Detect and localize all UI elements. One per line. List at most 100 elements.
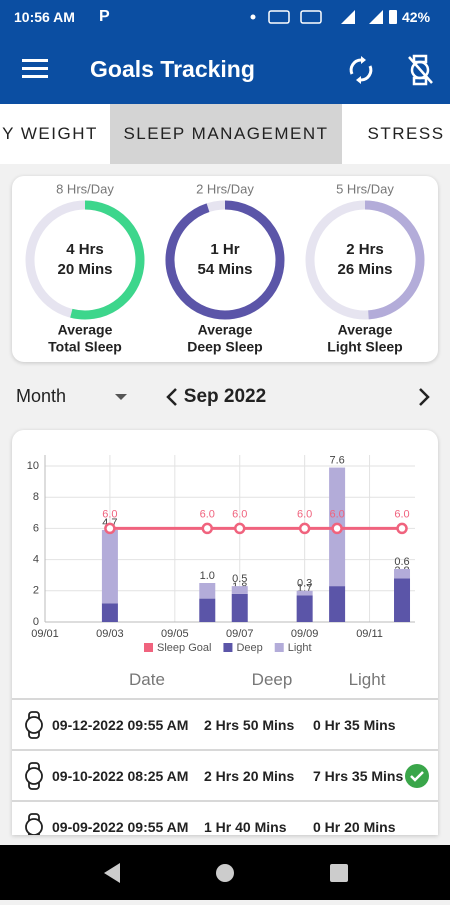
table-cell: 09-09-2022 09:55 AM [52, 819, 189, 835]
watch-face [25, 716, 43, 734]
table-cell: 1 Hr 40 Mins [204, 819, 287, 835]
table-row: 09-09-2022 09:55 AM 1 Hr 40 Mins 0 Hr 20 M… [12, 802, 438, 835]
ring-value: 54 Mins [197, 261, 252, 278]
sync-button[interactable] [347, 56, 375, 84]
bar-segment [394, 578, 411, 622]
check-circle [405, 764, 429, 788]
dropdown-arrow[interactable] [114, 392, 128, 402]
row-separator [12, 800, 438, 802]
ring-progress [70, 200, 145, 320]
watch-icon [25, 813, 43, 835]
x-tick-label: 09/09 [291, 628, 319, 640]
recents-button[interactable] [330, 864, 348, 882]
ring-label: Total Sleep [48, 339, 122, 355]
goal-label: 6.0 [329, 508, 344, 520]
y-tick-label: 8 [33, 491, 39, 503]
tab[interactable]: Y WEIGHT [2, 124, 98, 143]
next-button[interactable] [416, 387, 432, 407]
table-row: 09-12-2022 09:55 AM 2 Hrs 50 Mins 0 Hr 35 … [12, 700, 438, 750]
ring-goal: 5 Hrs/Day [336, 181, 394, 196]
y-tick-label: 2 [33, 585, 39, 597]
summary-card: 8 Hrs/Day 4 Hrs 20 Mins Average Total Sleep 2… [12, 176, 438, 362]
status-bar: 10:56 AM P 42% [0, 0, 450, 34]
goal-point [201, 522, 214, 535]
bar-label: 0.3 [297, 578, 312, 590]
ring-value: 26 Mins [337, 261, 392, 278]
goal-label: 6.0 [297, 508, 312, 520]
y-tick-label: 6 [33, 522, 39, 534]
table-header: Date [129, 670, 165, 689]
ring-progress [364, 200, 425, 320]
legend-label: Light [288, 642, 312, 654]
watch-icon [25, 762, 43, 790]
back-button[interactable] [104, 863, 120, 883]
bar-segment [231, 593, 248, 622]
watch-face [25, 818, 43, 835]
table-row: 09-10-2022 08:25 AM 2 Hrs 20 Mins 7 Hrs 35… [12, 751, 438, 801]
ring-label: Average [338, 322, 393, 338]
ring-progress [165, 200, 285, 320]
status-icons [250, 10, 383, 24]
watch-icon [25, 711, 43, 739]
ring-value: 2 Hrs [346, 241, 384, 258]
y-tick-label: 0 [33, 616, 39, 628]
battery-icon [389, 10, 397, 24]
home-button[interactable] [216, 864, 234, 882]
chart-card: 024681009/0109/0309/0509/0709/0909/111.2… [12, 430, 438, 835]
x-tick-label: 09/01 [31, 628, 59, 640]
menu-button[interactable] [22, 57, 48, 79]
period-unit[interactable]: Month [16, 386, 67, 406]
row-separator [12, 698, 438, 700]
bar-label: 0.5 [232, 573, 247, 585]
goal-point [298, 522, 311, 535]
bar-segment [101, 603, 118, 622]
bar-segment [329, 586, 346, 622]
goal-label: 6.0 [232, 508, 247, 520]
table-cell: 2 Hrs 20 Mins [204, 768, 295, 784]
previous-button[interactable] [164, 387, 180, 407]
status-time: 10:56 AM [14, 9, 75, 25]
chart: 024681009/0109/0309/0509/0709/0909/111.2… [27, 454, 415, 654]
bar-segment [199, 583, 216, 599]
goal-point [331, 522, 343, 535]
watch-face [25, 767, 43, 785]
status-app-icon: P [99, 8, 110, 25]
table-cell: 0 Hr 35 Mins [313, 717, 396, 733]
bar-label: 7.6 [329, 454, 344, 466]
y-tick-label: 4 [33, 554, 39, 566]
ring-goal: 8 Hrs/Day [56, 181, 114, 196]
nav-bar [0, 845, 450, 900]
battery-level: 42% [402, 9, 431, 25]
watch-off-button[interactable] [407, 54, 435, 86]
synced-check [405, 764, 429, 788]
x-tick-label: 09/05 [161, 628, 189, 640]
goal-point [104, 522, 116, 535]
table-cell: 7 Hrs 35 Mins [313, 768, 404, 784]
ring-value: 20 Mins [57, 261, 112, 278]
bar-label: 1.0 [200, 570, 215, 582]
ring-value: 4 Hrs [66, 241, 104, 258]
table-cell: 2 Hrs 50 Mins [204, 717, 295, 733]
bar-label: 0.6 [394, 556, 409, 568]
bar-segment [231, 586, 248, 594]
check-mark [410, 771, 424, 782]
bar-segment [199, 598, 216, 622]
x-tick-label: 09/07 [226, 628, 254, 640]
goal-point [396, 522, 408, 535]
goal-label: 6.0 [394, 508, 409, 520]
x-tick-label: 09/11 [356, 628, 383, 640]
tab[interactable]: STRESS M [367, 124, 450, 143]
table-cell: 09-10-2022 08:25 AM [52, 768, 189, 784]
goal-point [233, 522, 246, 535]
ring-label: Average [58, 322, 113, 338]
row-separator [12, 749, 438, 751]
tab[interactable]: SLEEP MANAGEMENT [110, 104, 342, 164]
nav-buttons [104, 863, 348, 883]
ring-label: Average [198, 322, 253, 338]
legend-label: Sleep Goal [157, 642, 211, 654]
table-cell: 0 Hr 20 Mins [313, 819, 396, 835]
bar-segment [296, 595, 313, 622]
goal-label: 6.0 [102, 508, 117, 520]
y-tick-label: 10 [27, 460, 39, 472]
